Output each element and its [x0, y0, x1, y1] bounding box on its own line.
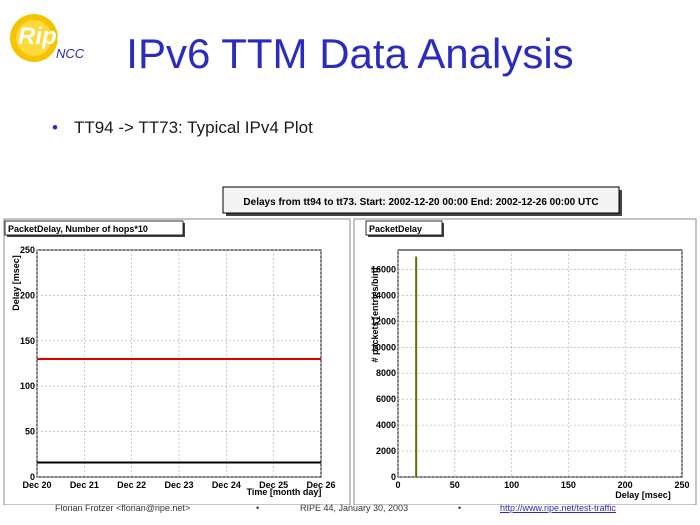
right-y-tick-label: 12000 [371, 316, 396, 326]
left-y-tick-label: 250 [20, 245, 35, 255]
delay-histogram-plot: 0 50 100 150 200 250 0 2000 4000 6000 8000 10000 12… [371, 249, 690, 490]
right-x-axis-label: Delay [msec] [615, 490, 671, 500]
right-y-tick-label: 16000 [371, 264, 396, 274]
footer-url-link[interactable]: http://www.ripe.net/test-traffic [500, 503, 616, 513]
right-x-tick-label: 0 [395, 480, 400, 490]
logo-sub-text: NCC [56, 46, 85, 61]
right-y-tick-label: 2000 [376, 446, 396, 456]
left-y-tick-label: 50 [25, 427, 35, 437]
left-x-tick-label: Dec 23 [164, 480, 193, 490]
left-x-tick-label: Dec 26 [306, 480, 335, 490]
left-y-axis-label: Delay [msec] [11, 255, 21, 311]
right-y-tick-label: 0 [391, 472, 396, 482]
delay-analysis-figure: Delays from tt94 to tt73. Start: 2002-12… [0, 185, 700, 505]
plot-banner: Delays from tt94 to tt73. Start: 2002-12… [243, 197, 598, 208]
footer-author: Florian Frotzer <florian@ripe.net> [55, 503, 191, 513]
bullet-item: • TT94 -> TT73: Typical IPv4 Plot [52, 118, 313, 138]
left-chart-title: PacketDelay, Number of hops*10 [8, 224, 148, 234]
left-y-tick-label: 200 [20, 290, 35, 300]
right-x-tick-label: 200 [618, 480, 633, 490]
left-y-tick-label: 150 [20, 336, 35, 346]
right-chart-title: PacketDelay [369, 224, 422, 234]
left-y-tick-label: 0 [30, 472, 35, 482]
right-y-tick-label: 4000 [376, 420, 396, 430]
right-y-tick-label: 14000 [371, 290, 396, 300]
delay-vs-time-plot: Dec 20 Dec 21 Dec 22 Dec 23 Dec 24 Dec 25 Dec … [20, 245, 336, 490]
left-x-tick-label: Dec 25 [259, 480, 288, 490]
right-y-tick-label: 6000 [376, 394, 396, 404]
left-x-tick-label: Dec 20 [22, 480, 51, 490]
right-y-axis-label: # packets [entries/bin] [370, 267, 380, 362]
left-x-axis-label: Time [month day] [247, 487, 322, 497]
slide-title: IPv6 TTM Data Analysis [126, 30, 574, 77]
left-x-tick-label: Dec 22 [117, 480, 146, 490]
left-y-tick-label: 100 [20, 381, 35, 391]
footer-separator: • [256, 503, 260, 513]
left-x-tick-label: Dec 24 [212, 480, 241, 490]
right-x-tick-label: 250 [674, 480, 689, 490]
logo-main-text: Ripe [18, 23, 70, 50]
left-x-tick-label: Dec 21 [70, 480, 99, 490]
right-x-tick-label: 100 [504, 480, 519, 490]
right-x-tick-label: 150 [561, 480, 576, 490]
footer-separator: • [458, 503, 462, 513]
bullet-text: TT94 -> TT73: Typical IPv4 Plot [73, 118, 313, 137]
footer-meeting: RIPE 44, January 30, 2003 [300, 503, 409, 513]
slide-footer: Florian Frotzer <florian@ripe.net> • RIP… [0, 503, 700, 525]
right-x-tick-label: 50 [450, 480, 460, 490]
right-y-tick-label: 8000 [376, 368, 396, 378]
right-y-tick-label: 10000 [371, 342, 396, 352]
bullet-symbol: • [52, 118, 58, 137]
ripe-ncc-logo: Ripe NCC [6, 6, 96, 66]
